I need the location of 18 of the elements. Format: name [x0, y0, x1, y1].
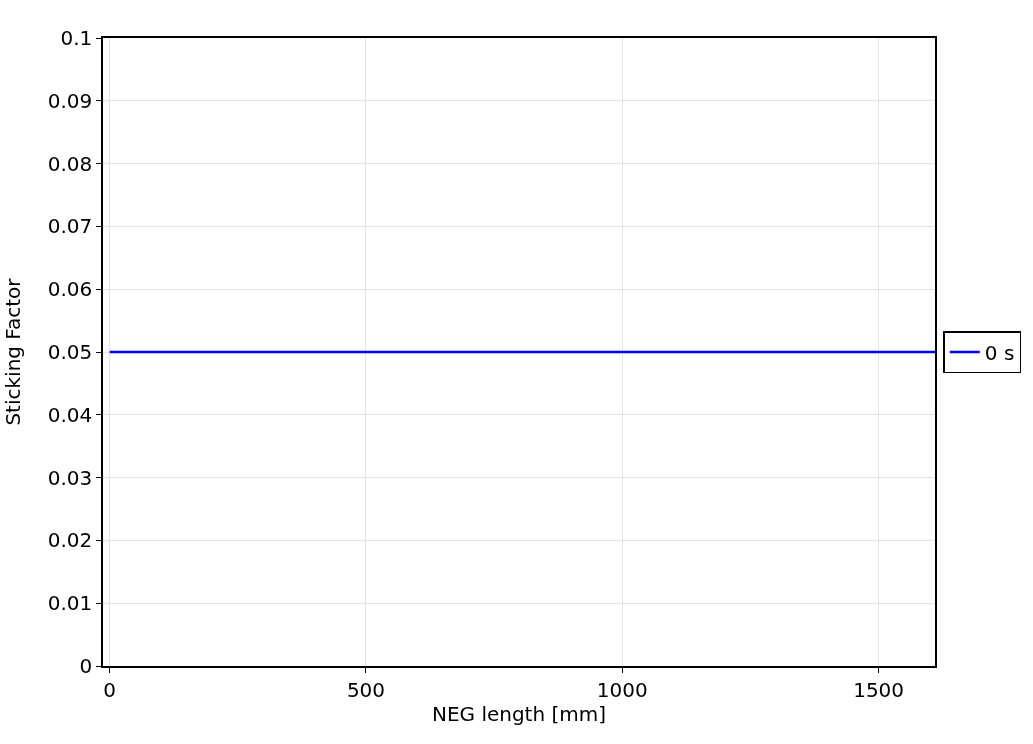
- y-tick-label: 0.05: [47, 340, 93, 364]
- x-axis-title: NEG length [mm]: [431, 701, 607, 726]
- x-tick-label: 500: [346, 677, 386, 702]
- y-tick-label: 0.03: [47, 465, 93, 490]
- y-tick-label: 0.1: [60, 26, 93, 50]
- y-tick-label: 0.07: [47, 214, 93, 239]
- y-tick-label: 0.04: [47, 402, 93, 427]
- legend-label: 0 s: [984, 340, 1015, 365]
- y-tick-label: 0.01: [47, 591, 93, 616]
- y-tick-label: 0: [79, 654, 93, 678]
- y-axis-title: Sticking Factor: [0, 277, 25, 426]
- y-tick-label: 0.02: [47, 528, 93, 553]
- x-tick-label: 1000: [596, 677, 648, 702]
- x-tick-label: 0: [103, 677, 117, 702]
- y-tick-label: 0.06: [47, 277, 93, 302]
- y-tick-label: 0.09: [47, 88, 93, 113]
- y-tick-label: 0.08: [47, 151, 93, 176]
- x-tick-label: 1500: [853, 677, 905, 702]
